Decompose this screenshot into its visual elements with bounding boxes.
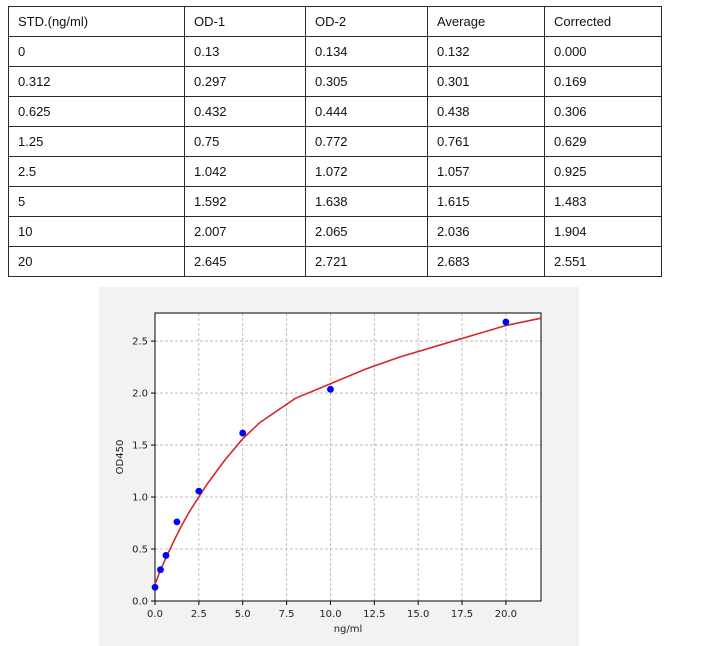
table-cell: 0.444 — [305, 96, 428, 127]
x-tick-label: 15.0 — [407, 609, 429, 620]
table-row: 10 2.007 2.065 2.036 1.904 — [8, 216, 662, 247]
table-cell: 0.132 — [427, 36, 545, 67]
table-row: 0 0.13 0.134 0.132 0.000 — [8, 36, 662, 67]
table-cell: 1.25 — [8, 126, 185, 157]
table-cell: 0.13 — [184, 36, 306, 67]
x-axis-label: ng/ml — [334, 624, 363, 635]
table-cell: 1.042 — [184, 156, 306, 187]
table-cell: 0.772 — [305, 126, 428, 157]
plot-frame — [154, 312, 542, 602]
table-cell: 1.483 — [544, 186, 662, 217]
table-cell: 0.629 — [544, 126, 662, 157]
table-cell: 20 — [8, 246, 185, 277]
standards-table: STD.(ng/ml) OD-1 OD-2 Average Corrected 0 0.13… — [8, 6, 662, 277]
x-tick-label: 17.5 — [451, 609, 473, 620]
y-tick-label: 1.5 — [132, 441, 148, 452]
table-cell: 1.904 — [544, 216, 662, 247]
table-cell: 1.638 — [305, 186, 428, 217]
x-tick-label: 12.5 — [363, 609, 385, 620]
table-cell: 0.000 — [544, 36, 662, 67]
column-header: Corrected — [544, 6, 662, 37]
data-point — [502, 318, 510, 326]
table-cell: 0.134 — [305, 36, 428, 67]
table-cell: 1.615 — [427, 186, 545, 217]
table-cell: 10 — [8, 216, 185, 247]
table-row: 20 2.645 2.721 2.683 2.551 — [8, 246, 662, 277]
table-cell: 5 — [8, 186, 185, 217]
table-cell: 0.301 — [427, 66, 545, 97]
table-cell: 0.306 — [544, 96, 662, 127]
table-cell: 2.551 — [544, 246, 662, 277]
table-cell: 0.312 — [8, 66, 185, 97]
data-point — [327, 385, 334, 393]
table-cell: 0.625 — [8, 96, 185, 127]
y-tick-label: 0.5 — [132, 545, 148, 556]
table-cell: 0.761 — [427, 126, 545, 157]
table-cell: 2.007 — [184, 216, 306, 247]
table-row: 2.5 1.042 1.072 1.057 0.925 — [8, 156, 662, 187]
y-tick-label: 1.0 — [132, 493, 148, 504]
column-header: STD.(ng/ml) — [8, 6, 185, 37]
plot-area — [155, 313, 541, 601]
x-tick-label: 20.0 — [495, 609, 517, 620]
table-cell: 2.065 — [305, 216, 428, 247]
table-cell: 0.925 — [544, 156, 662, 187]
column-header: OD-2 — [305, 6, 428, 37]
x-tick-label: 7.5 — [279, 609, 295, 620]
y-axis-label: OD450 — [115, 440, 126, 475]
column-header: Average — [427, 6, 545, 37]
table-cell: 2.645 — [184, 246, 306, 277]
table-cell: 2.721 — [305, 246, 428, 277]
y-tick-label: 0.0 — [132, 597, 148, 608]
table-cell: 1.057 — [427, 156, 545, 187]
y-tick-label: 2.0 — [132, 389, 148, 400]
table-row: 0.312 0.297 0.305 0.301 0.169 — [8, 66, 662, 97]
table-cell: 2.5 — [8, 156, 185, 187]
fit-curve — [154, 317, 542, 585]
chart-panel: 0.0 2.5 5.0 7.5 10.0 12.5 15.0 17.5 20.0 0.0 0.5 1.… — [99, 287, 579, 646]
column-header: OD-1 — [184, 6, 306, 37]
data-point — [195, 487, 203, 495]
table-header-row: STD.(ng/ml) OD-1 OD-2 Average Corrected — [8, 6, 662, 37]
table-cell: 1.072 — [305, 156, 428, 187]
table-cell: 0.305 — [305, 66, 428, 97]
table-cell: 0 — [8, 36, 185, 67]
table-cell: 0.438 — [427, 96, 545, 127]
x-tick-label: 10.0 — [319, 609, 341, 620]
table-cell: 2.036 — [427, 216, 545, 247]
x-tick-label: 0.0 — [147, 609, 163, 620]
data-point — [173, 518, 181, 526]
data-point — [162, 552, 170, 559]
table-cell: 0.297 — [184, 66, 306, 97]
data-point — [151, 583, 159, 591]
table-cell: 0.75 — [184, 126, 306, 157]
table-cell: 0.432 — [184, 96, 306, 127]
table-row: 1.25 0.75 0.772 0.761 0.629 — [8, 126, 662, 157]
table-cell: 2.683 — [427, 246, 545, 277]
data-point — [157, 566, 164, 574]
x-tick-label: 2.5 — [191, 609, 207, 620]
table-row: 0.625 0.432 0.444 0.438 0.306 — [8, 96, 662, 127]
data-point — [239, 429, 247, 437]
x-tick-label: 5.0 — [235, 609, 251, 620]
y-tick-label: 2.5 — [132, 337, 148, 348]
standard-curve-chart: 0.0 2.5 5.0 7.5 10.0 12.5 15.0 17.5 20.0 0.0 0.5 1.… — [115, 312, 542, 635]
table-cell: 1.592 — [184, 186, 306, 217]
table-row: 5 1.592 1.638 1.615 1.483 — [8, 186, 662, 217]
table-cell: 0.169 — [544, 66, 662, 97]
